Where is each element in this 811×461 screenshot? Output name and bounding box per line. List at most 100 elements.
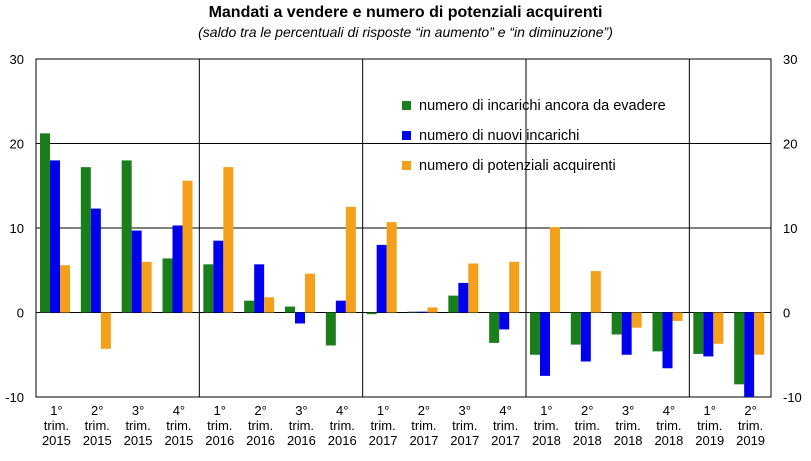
- bar-2: [458, 282, 469, 313]
- bar-2: [417, 311, 428, 313]
- x-tick-label: trim.: [615, 418, 640, 433]
- x-tick-label: 2019: [736, 433, 765, 448]
- bar-3: [713, 312, 724, 344]
- bar-1: [325, 312, 336, 346]
- bar-2: [335, 300, 346, 313]
- x-tick-label: trim.: [330, 418, 355, 433]
- bar-3: [264, 297, 275, 313]
- x-tick-label: 1°: [704, 403, 716, 418]
- x-tick-label: 2016: [246, 433, 275, 448]
- x-tick-label: trim.: [248, 418, 273, 433]
- legend-label: numero di incarichi ancora da evadere: [419, 98, 666, 114]
- x-tick-label: trim.: [166, 418, 191, 433]
- x-tick-label: 1°: [540, 403, 552, 418]
- x-tick-label: 2015: [42, 433, 71, 448]
- x-tick-label: 2017: [409, 433, 438, 448]
- x-tick-label: 4°: [663, 403, 675, 418]
- legend-swatch: [402, 101, 411, 110]
- x-tick-label: 2°: [254, 403, 266, 418]
- legend-label: numero di potenziali acquirenti: [419, 158, 616, 174]
- x-tick-label: 2015: [83, 433, 112, 448]
- y-tick-label-right: 10: [783, 221, 797, 236]
- x-tick-label: trim.: [534, 418, 559, 433]
- bar-1: [734, 312, 745, 385]
- y-tick-label-right: 0: [783, 306, 790, 321]
- bar-2: [580, 312, 591, 362]
- x-tick-label: 2°: [744, 403, 756, 418]
- legend-swatch: [402, 161, 411, 170]
- bar-3: [305, 273, 315, 313]
- bar-3: [386, 222, 397, 313]
- bar-2: [295, 312, 305, 324]
- bar-2: [254, 264, 265, 313]
- x-tick-label: 3°: [622, 403, 634, 418]
- x-tick-label: 2018: [654, 433, 683, 448]
- bar-2: [213, 240, 224, 313]
- x-tick-label: trim.: [125, 418, 150, 433]
- bar-3: [100, 312, 111, 349]
- x-tick-label: 2017: [369, 433, 398, 448]
- x-tick-label: trim.: [697, 418, 722, 433]
- x-tick-label: trim.: [411, 418, 436, 433]
- legend-swatch: [402, 131, 411, 140]
- x-tick-label: 2018: [614, 433, 643, 448]
- x-tick-label: 4°: [336, 403, 348, 418]
- x-tick-label: 1°: [377, 403, 389, 418]
- bar-1: [407, 311, 418, 313]
- bar-2: [50, 160, 60, 313]
- bar-3: [427, 307, 438, 313]
- x-tick-label: 2019: [695, 433, 724, 448]
- bar-3: [468, 263, 479, 313]
- x-tick-label: 2°: [418, 403, 430, 418]
- x-tick-label: 2018: [532, 433, 561, 448]
- x-tick-label: 4°: [173, 403, 185, 418]
- x-tick-label: 2015: [124, 433, 153, 448]
- x-tick-label: trim.: [44, 418, 69, 433]
- plot-frame: [35, 58, 772, 398]
- x-tick-label: trim.: [370, 418, 395, 433]
- x-tick-label: trim.: [85, 418, 110, 433]
- bar-1: [80, 167, 91, 313]
- bar-3: [345, 206, 356, 313]
- x-tick-label: 3°: [459, 403, 471, 418]
- bar-3: [672, 312, 683, 321]
- x-tick-label: trim.: [493, 418, 518, 433]
- x-tick-label: trim.: [452, 418, 477, 433]
- bar-2: [131, 230, 142, 313]
- bar-3: [182, 180, 193, 313]
- x-tick-label: 2°: [581, 403, 593, 418]
- x-tick-label: trim.: [738, 418, 763, 433]
- x-tick-label: 2018: [573, 433, 602, 448]
- bar-1: [693, 312, 704, 354]
- bar-1: [162, 258, 173, 313]
- x-tick-label: 1°: [214, 403, 226, 418]
- x-tick-label: 2017: [450, 433, 479, 448]
- chart-subtitle: (saldo tra le percentuali di risposte “i…: [198, 24, 613, 40]
- bar-3: [509, 261, 520, 313]
- bar-1: [285, 306, 295, 313]
- bar-1: [652, 312, 663, 352]
- bar-1: [611, 312, 622, 335]
- bar-1: [530, 312, 540, 355]
- y-tick-label-left: 10: [10, 221, 24, 236]
- bar-1: [366, 312, 377, 315]
- y-tick-label-left: -10: [5, 390, 24, 405]
- chart-title: Mandati a vendere e numero di potenziali…: [208, 4, 603, 21]
- bar-1: [570, 312, 581, 345]
- bar-2: [662, 312, 673, 369]
- x-tick-label: 4°: [499, 403, 511, 418]
- y-tick-label-left: 20: [10, 137, 24, 152]
- bar-2: [90, 208, 101, 313]
- x-tick-label: 1°: [50, 403, 62, 418]
- y-tick-label-left: 30: [10, 52, 24, 67]
- bar-2: [499, 312, 510, 330]
- y-tick-label-right: -10: [783, 390, 802, 405]
- bar-1: [121, 160, 132, 313]
- x-tick-label: trim.: [289, 418, 314, 433]
- x-tick-label: trim.: [207, 418, 232, 433]
- y-tick-label-left: 0: [17, 306, 24, 321]
- bar-2: [376, 244, 387, 313]
- bar-3: [223, 167, 234, 313]
- y-tick-label-right: 30: [783, 52, 797, 67]
